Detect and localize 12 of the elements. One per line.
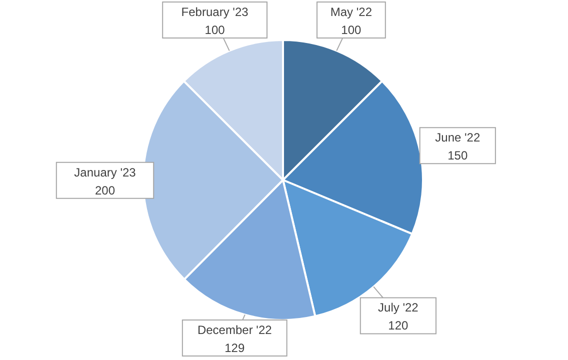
data-label: 100 [204, 23, 226, 37]
data-label: 150 [448, 148, 468, 163]
slice-label: July '22 [378, 300, 419, 315]
slice-label: May '22 [330, 5, 372, 19]
data-label: 200 [94, 183, 116, 198]
slice-label: January '23 [74, 165, 136, 180]
data-label: 120 [388, 318, 409, 333]
slice-label: February '23 [181, 5, 249, 19]
slice-label: December '22 [197, 323, 272, 337]
data-label: 100 [341, 23, 362, 37]
slice-label: June '22 [435, 130, 480, 145]
data-label: 129 [224, 341, 245, 355]
